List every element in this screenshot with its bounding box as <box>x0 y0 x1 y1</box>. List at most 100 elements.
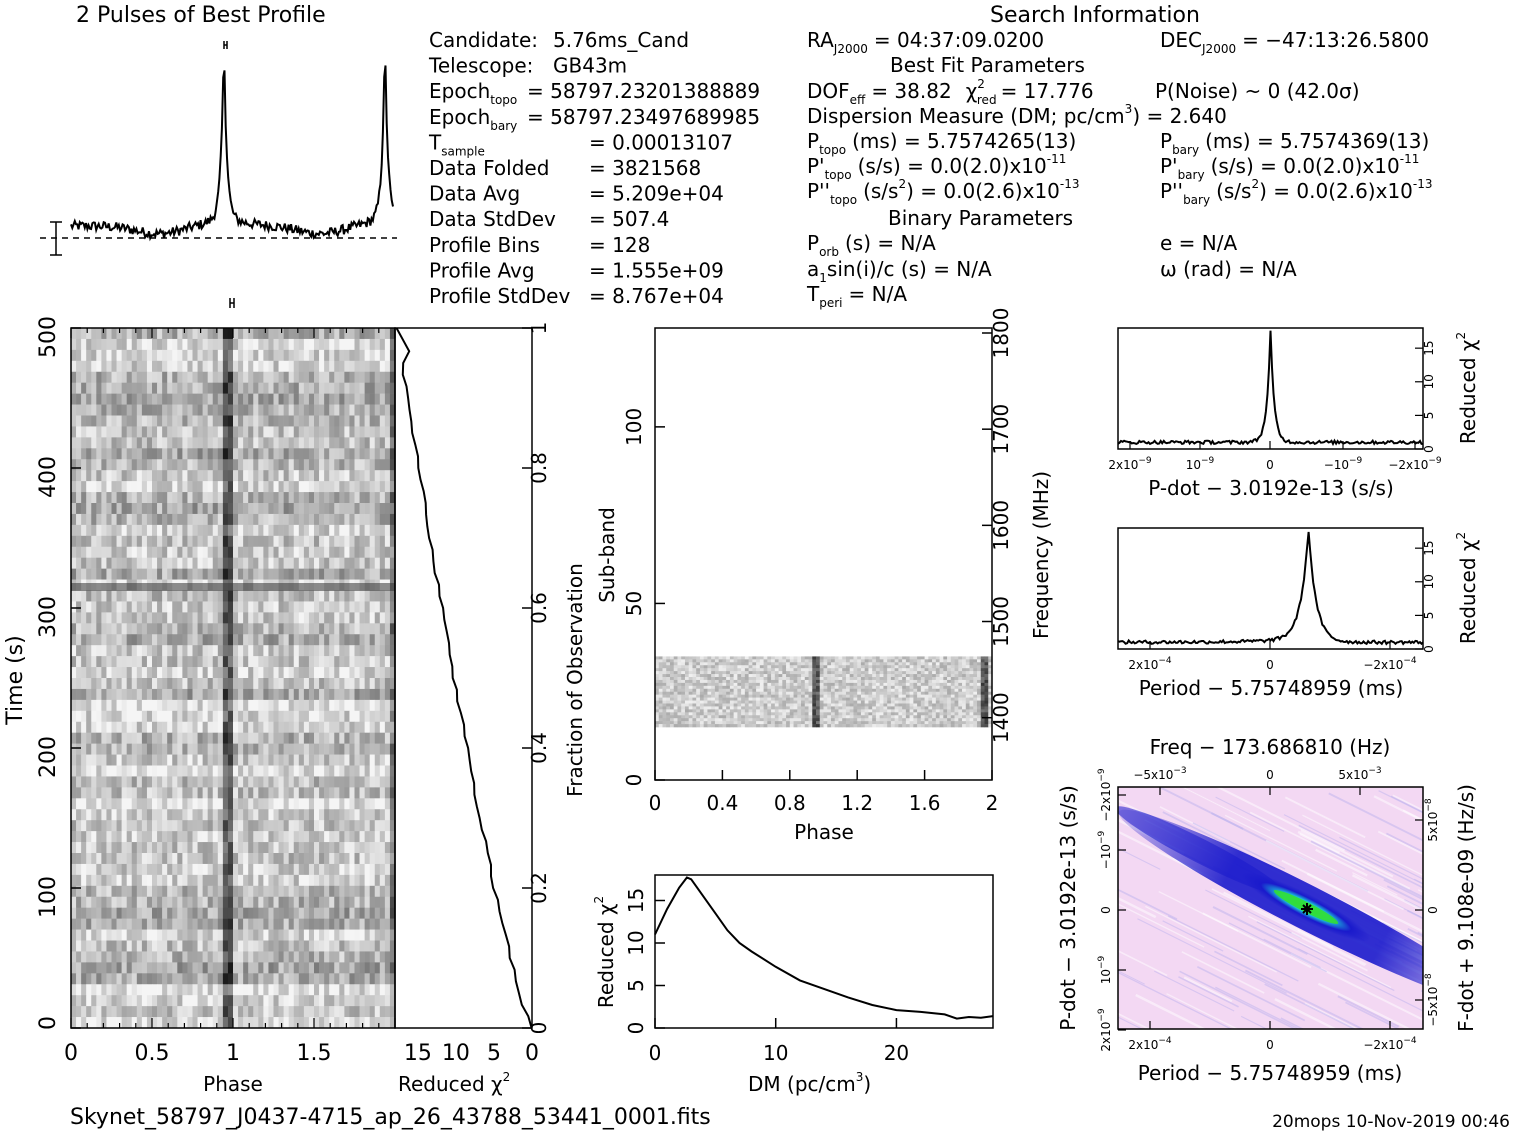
pddbary-label: P''bary (s/s2) = 0.0(2.6)x10-13 <box>1160 177 1433 207</box>
info-left-value: = 507.4 <box>589 207 669 231</box>
pp-toptick-label: −5x10−3 <box>1133 766 1186 782</box>
dm-ytick-label: 5 <box>624 979 648 992</box>
info-left-value: = 58797.23497689985 <box>527 105 760 129</box>
dm-label: Dispersion Measure (DM; pc/cm3) = 2.640 <box>807 102 1227 128</box>
pp-ytick-label: −10−9 <box>1097 830 1113 869</box>
cum-y2tick-label: 0.2 <box>527 872 551 904</box>
pddtopo-label: P''topo (s/s2) = 0.0(2.6)x10-13 <box>807 177 1080 207</box>
sb-ylabel: Sub-band <box>595 507 619 603</box>
tp-ylabel: Time (s) <box>3 635 28 725</box>
info-left-label: Epochbary <box>429 105 517 133</box>
cum-y2tick-label: 0 <box>527 1022 551 1035</box>
time-phase-plot: 0 100 200 300 400 500 0 0.5 1 1.5 Phase Time (s) <box>3 298 396 1096</box>
cum-y2label: Fraction of Observation <box>563 563 587 797</box>
period-xlabel: Period − 5.75748959 (ms) <box>1139 676 1404 700</box>
sb-xtick-label: 0.8 <box>774 791 806 815</box>
info-left-label: Tsample <box>428 130 485 158</box>
xtick-label: 0 <box>1266 458 1274 472</box>
info-left-value: 5.76ms_Cand <box>553 28 689 52</box>
dm-ticks: 0 10 20 0 5 10 15 <box>624 888 909 1065</box>
tperi-label: Tperi = N/A <box>806 282 907 310</box>
profile-title: 2 Pulses of Best Profile <box>76 3 326 28</box>
sb-ytick-label: 0 <box>622 774 646 787</box>
xtick-label: −10−9 <box>1324 456 1363 472</box>
ytick-label: 5 <box>1422 612 1436 620</box>
p-pdot-plot: 2x10−4 0 −2x10−4 −5x10−3 0 5x10−3 2x10−9 10−9 0 −… <box>1056 735 1478 1085</box>
info-left-label: Epochtopo <box>429 79 517 107</box>
pp-toptick-label: 0 <box>1266 768 1274 782</box>
info-left-value: = 3821568 <box>589 156 701 180</box>
pp-xtick-label: −2x10−4 <box>1363 1036 1417 1052</box>
tp-ytick-label: 500 <box>36 316 61 358</box>
sb-xtick-label: 1.6 <box>909 791 941 815</box>
tp-ytick-label: 100 <box>36 876 61 918</box>
info-left-value: = 0.00013107 <box>589 130 733 154</box>
sb-ytick-label: 100 <box>622 408 646 446</box>
period-ticks: 2x10−4 0 −2x10−4 0 5 10 15 <box>1128 541 1436 672</box>
ra-label: RAJ2000 = 04:37:09.0200 <box>807 28 1044 56</box>
binary-title: Binary Parameters <box>888 206 1073 230</box>
pp-ytick-label: 10−9 <box>1097 955 1113 984</box>
pp-xlabel: Period − 5.75748959 (ms) <box>1138 1061 1403 1085</box>
best-fit-marker <box>1301 903 1313 915</box>
sb-y2label: Frequency (MHz) <box>1029 471 1053 639</box>
ytick-label: 15 <box>1422 341 1436 356</box>
search-title: Search Information <box>990 3 1200 28</box>
dm-xlabel: DM (pc/cm3) <box>748 1070 871 1096</box>
sb-xtick-label: 0.4 <box>706 791 738 815</box>
dm-xtick-label: 10 <box>763 1041 788 1065</box>
tp-xtick-label: 1.5 <box>297 1041 332 1066</box>
a1-label: a1sin(i)/c (s) = N/A <box>807 257 992 285</box>
dm-ylabel: Reduced χ2 <box>592 896 618 1008</box>
info-left-value: = 128 <box>589 233 650 257</box>
info-left-label: Profile StdDev <box>429 284 570 308</box>
cum-y2tick-label: 1 <box>527 322 551 335</box>
best-fit-title: Best Fit Parameters <box>890 53 1085 77</box>
info-left-label: Profile Avg <box>429 258 535 282</box>
profile-errorbar <box>50 221 62 256</box>
sb-ytick-label: 50 <box>622 591 646 616</box>
p-pdot-ticks: 2x10−4 0 −2x10−4 −5x10−3 0 5x10−3 2x10−9 10−9 0 −… <box>1097 766 1440 1052</box>
pp-ylabel: P-dot − 3.0192e-13 (s/s) <box>1056 785 1080 1031</box>
pdot-ylabel: Reduced χ2 <box>1454 332 1480 444</box>
pp-ytick-label: 0 <box>1099 906 1113 914</box>
info-left-value: = 8.767e+04 <box>589 284 724 308</box>
time-phase-heatmap <box>71 328 395 1028</box>
info-left-value: = 1.555e+09 <box>589 258 724 282</box>
cum-xtick-label: 10 <box>442 1041 470 1066</box>
pp-y2tick-label: −5x10−8 <box>1424 973 1440 1027</box>
dm-xtick-label: 0 <box>649 1041 662 1065</box>
sb-y2tick-label: 1600 <box>989 500 1013 551</box>
ecc-label: e = N/A <box>1160 231 1237 255</box>
pp-title: Freq − 173.686810 (Hz) <box>1150 735 1391 759</box>
sb-xtick-label: 0 <box>649 791 662 815</box>
info-left-value: = 5.209e+04 <box>589 182 724 206</box>
pnoise-label: P(Noise) ~ 0 (42.0σ) <box>1155 79 1360 103</box>
pp-y2label: F-dot + 9.108e-09 (Hz/s) <box>1454 784 1478 1032</box>
sb-y2tick-label: 1800 <box>989 308 1013 359</box>
tp-ytick-label: 400 <box>36 456 61 498</box>
dm-ytick-label: 0 <box>624 1022 648 1035</box>
dof-label: DOFeff = 38.82 χ2 red = 17.776 <box>807 77 1094 107</box>
info-right: DECJ2000 = −47:13:26.5800 Pbary (ms) = 5.7… <box>1160 28 1433 281</box>
cumulative-ticks: 15 10 5 000.20.40.60.81 <box>404 322 551 1066</box>
profile-plot <box>40 41 397 256</box>
tp-ytick-label: 300 <box>36 596 61 638</box>
xtick-label: −2x10−9 <box>1388 456 1442 472</box>
porb-label: Porb (s) = N/A <box>807 231 936 259</box>
ytick-label: 10 <box>1422 374 1436 389</box>
info-left-value: GB43m <box>553 54 627 78</box>
cum-xlabel: Reduced χ2 <box>398 1070 510 1096</box>
pp-ytick-label: 2x10−9 <box>1097 1008 1113 1052</box>
xtick-label: 2x10−9 <box>1108 456 1152 472</box>
info-left-value: = 58797.23201388889 <box>527 79 760 103</box>
pdot-xlabel: P-dot − 3.0192e-13 (s/s) <box>1148 476 1394 500</box>
pp-ytick-label: −2x10−9 <box>1097 768 1113 822</box>
profile-pulse-marker <box>223 41 228 49</box>
info-left: Candidate: 5.76ms_Cand Telescope: GB43m Epoc… <box>428 28 760 308</box>
info-left-label: Data Folded <box>429 156 549 180</box>
tp-ytick-label: 0 <box>36 1016 61 1030</box>
dm-xtick-label: 20 <box>884 1041 909 1065</box>
cum-xtick-label: 5 <box>487 1041 501 1066</box>
